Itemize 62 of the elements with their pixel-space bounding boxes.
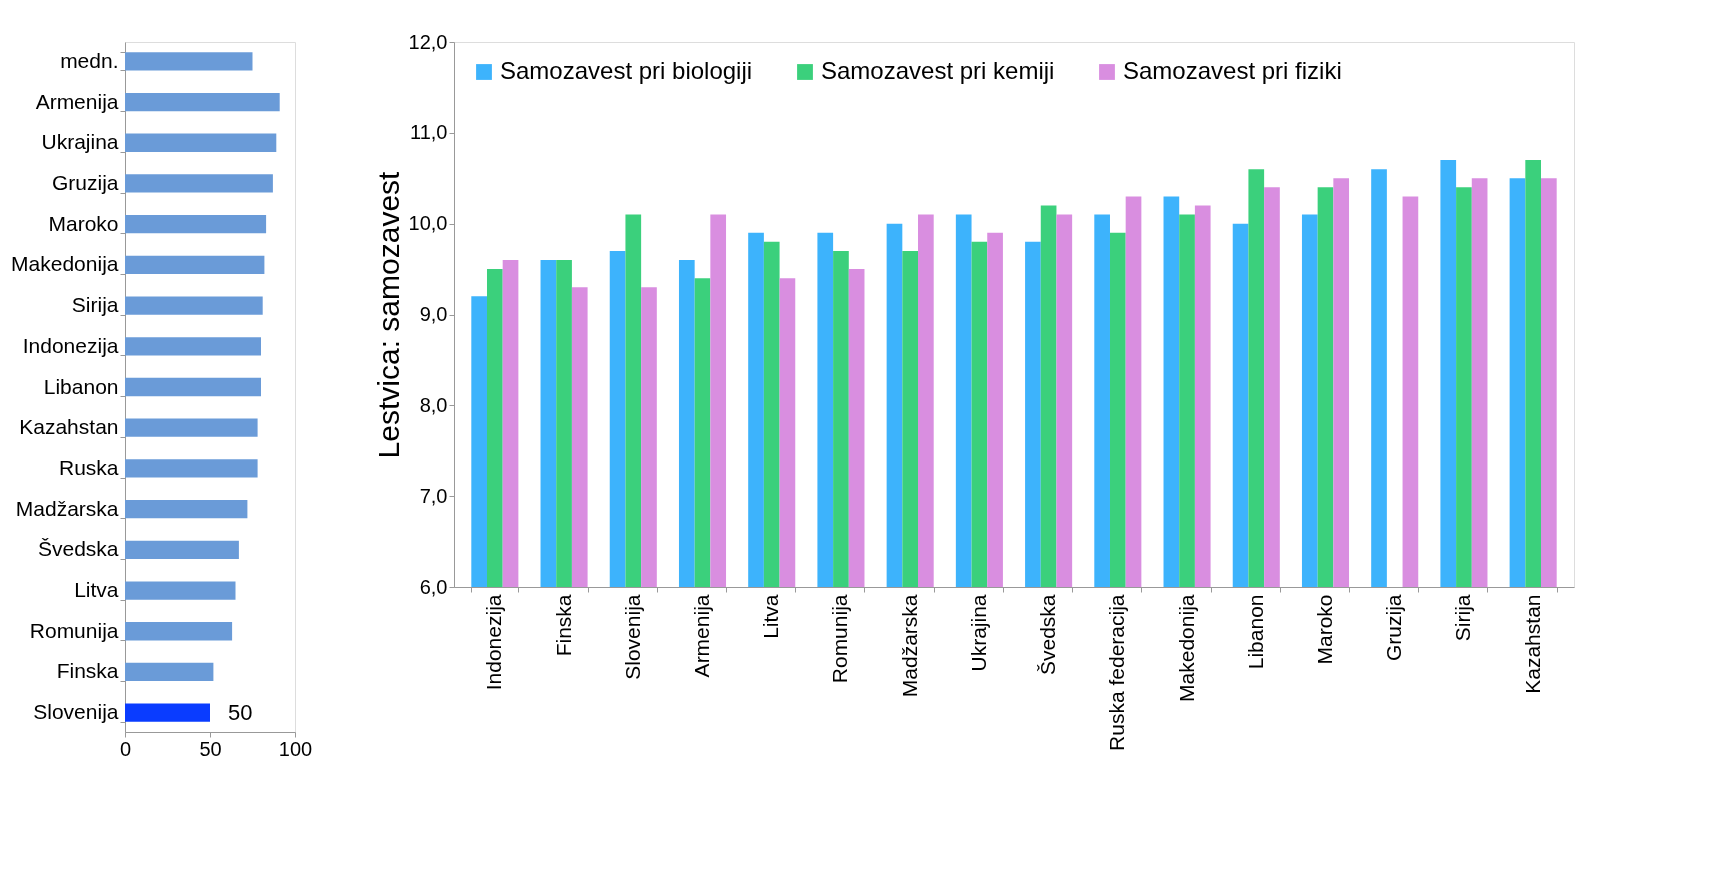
y-tick-label: 10,0 <box>408 212 448 235</box>
bar <box>125 581 236 600</box>
x-tick-label: 100 <box>278 737 313 760</box>
bar <box>125 459 258 478</box>
legend-label: Samozavest pri biologiji <box>500 57 753 84</box>
x-tick-label: Ukrajina <box>966 594 990 672</box>
bar <box>125 296 263 315</box>
y-tick-label: 6,0 <box>419 575 448 598</box>
x-tick-label: Švedska <box>1036 594 1060 676</box>
x-tick-label: Maroko <box>1313 594 1336 665</box>
x-tick-label: Slovenija <box>620 594 644 680</box>
x-tick-label: Sirija <box>1451 594 1475 642</box>
y-tick-label: 12,0 <box>408 30 448 53</box>
bar <box>125 92 280 112</box>
bar <box>125 174 273 193</box>
y-tick-label: 9,0 <box>419 303 448 325</box>
bar <box>125 255 265 275</box>
y-tick-label: 8,0 <box>419 393 448 416</box>
y-tick-label: Sirija <box>71 293 119 317</box>
bar <box>125 499 248 519</box>
x-tick-label: Madžarska <box>897 594 921 698</box>
y-tick-label: Litva <box>74 578 119 602</box>
bar <box>125 540 239 559</box>
x-tick-label: Romunija <box>828 594 852 684</box>
x-tick-label: 50 <box>199 737 222 760</box>
y-tick-label: Libanon <box>43 374 119 398</box>
x-tick-label: 0 <box>119 737 132 760</box>
bar <box>125 133 277 152</box>
y-tick-label: 7,0 <box>419 484 448 507</box>
y-tick-label: Gruzija <box>51 170 119 194</box>
y-tick-label: Maroko <box>48 211 119 235</box>
y-tick-label: Kazahstan <box>19 415 119 439</box>
x-tick-label: Libanon <box>1243 594 1267 670</box>
x-tick-label: Armenija <box>690 594 713 678</box>
x-tick-label: Finska <box>551 594 575 657</box>
x-tick-label: Gruzija <box>1382 594 1406 662</box>
y-tick-label: medn. <box>60 48 119 72</box>
y-tick-label: Madžarska <box>15 496 119 520</box>
y-tick-label: 11,0 <box>410 121 448 144</box>
bar <box>125 215 267 234</box>
x-tick-label: Makedonija <box>1174 594 1198 702</box>
bar <box>125 703 210 722</box>
y-tick-label: Švedska <box>37 537 119 561</box>
y-tick-label: Armenija <box>35 89 119 113</box>
bar <box>125 662 214 682</box>
y-tick-label: Ukrajina <box>41 130 119 154</box>
legend-label: Samozavest pri kemiji <box>821 57 1055 84</box>
y-tick-label: Ruska <box>58 455 119 479</box>
bar <box>125 377 261 397</box>
legend-label: Samozavest pri fiziki <box>1123 57 1342 84</box>
x-tick-label: Kazahstan <box>1520 594 1544 694</box>
bar <box>125 337 261 356</box>
bar <box>125 52 253 71</box>
y-tick-label: Indonezija <box>22 333 119 357</box>
bar <box>125 418 258 437</box>
x-tick-label: Litva <box>759 594 783 639</box>
y-axis-title: Lestvica: samozavest <box>371 170 405 459</box>
data-label: 50 <box>228 699 253 725</box>
bar <box>125 622 233 641</box>
y-tick-label: Slovenija <box>33 700 119 724</box>
x-tick-label: Ruska federacija <box>1105 594 1129 751</box>
y-tick-label: Makedonija <box>11 252 119 276</box>
